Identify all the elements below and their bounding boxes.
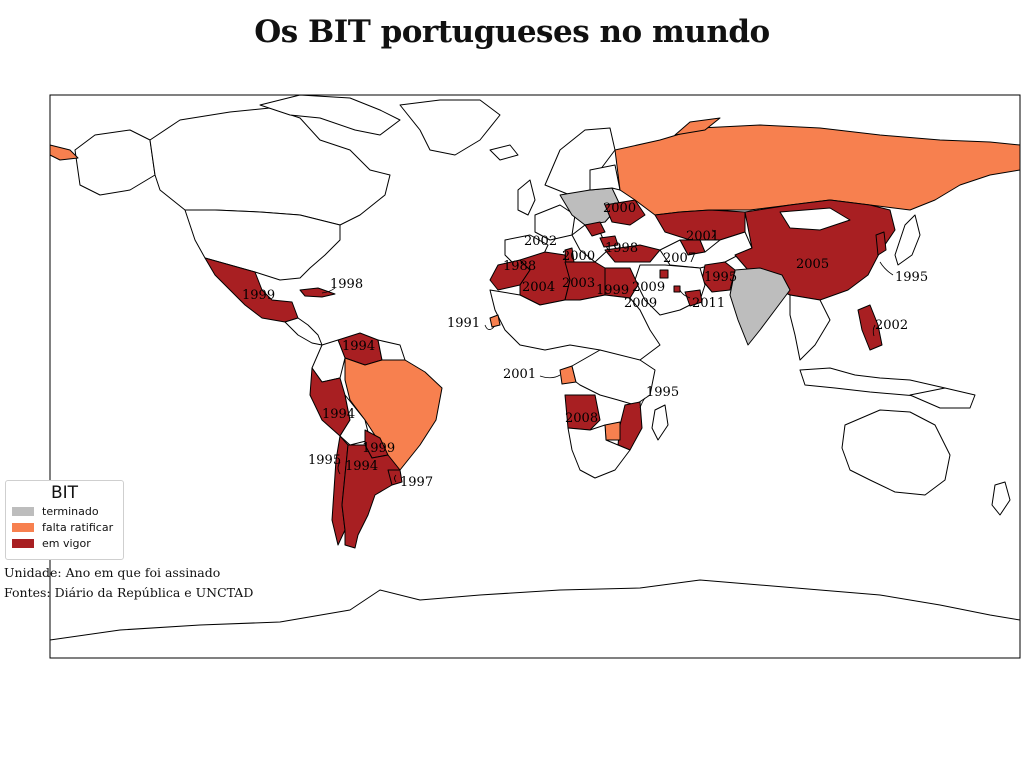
- year-label-tunisia: 2002: [524, 234, 557, 249]
- land-southern-africa: [567, 424, 631, 479]
- legend-label: terminado: [42, 504, 99, 518]
- legend-swatch: [12, 522, 34, 532]
- year-label-gabon: 2001: [503, 367, 536, 382]
- land-new-guinea: [909, 387, 976, 409]
- year-label-turkey: 1998: [605, 241, 638, 256]
- land-iceland: [489, 144, 519, 161]
- year-label-oman: 2011: [692, 296, 725, 311]
- year-label-chile: 1995: [308, 453, 341, 468]
- country-india-term: [729, 267, 791, 346]
- land-guianas: [377, 339, 406, 361]
- year-label-libya: 2003: [562, 276, 595, 291]
- country-russia-arctic: [674, 117, 721, 136]
- country-cape-verde-ratif: [489, 314, 501, 328]
- sources-note: Fontes: Diário da República e UNCTAD: [4, 585, 254, 600]
- country-alaska-ratif: [49, 144, 79, 161]
- land-central-america: [284, 317, 323, 346]
- land-arctic-islands: [259, 94, 401, 136]
- year-label-china: 2005: [796, 257, 829, 272]
- legend-label: falta ratificar: [42, 520, 114, 534]
- land-japan: [894, 214, 921, 266]
- land-antarctica: [49, 579, 1021, 659]
- year-label-qatar: 2009: [624, 296, 657, 311]
- leader-line: [484, 324, 495, 330]
- map-legend: BIT terminado falta ratificar em vigor: [5, 480, 124, 560]
- year-label-paraguay: 1999: [362, 441, 395, 456]
- land-se-asia: [789, 294, 831, 361]
- leader-line: [539, 374, 561, 379]
- legend-label: em vigor: [42, 536, 91, 550]
- year-label-peru: 1994: [322, 407, 355, 422]
- year-label-pakistan: 1995: [704, 270, 737, 285]
- leader-line: [872, 324, 876, 337]
- year-label-cuba: 1998: [330, 277, 363, 292]
- year-label-kazakhstan: 2001: [686, 229, 719, 244]
- year-label-ukraine: 2000: [603, 201, 636, 216]
- leader-line: [337, 461, 341, 475]
- leader-line: [711, 229, 716, 239]
- country-turkey: [604, 244, 661, 263]
- year-label-venezuela: 1994: [342, 339, 375, 354]
- leader-line: [639, 397, 646, 409]
- country-qatar: [673, 285, 681, 293]
- country-oman: [684, 289, 703, 307]
- country-zimbabwe-ratif: [604, 421, 621, 441]
- leader-line: [394, 474, 397, 483]
- country-argentina: [341, 444, 401, 549]
- land-new-zealand: [991, 481, 1011, 516]
- year-label-uruguay: 1997: [400, 475, 433, 490]
- country-cuba: [299, 287, 336, 298]
- country-egypt: [604, 267, 639, 299]
- land-west-africa: [489, 289, 661, 361]
- legend-title: BIT: [50, 483, 79, 503]
- country-ukraine: [604, 199, 646, 226]
- land-uk: [517, 179, 536, 216]
- land-madagascar: [651, 404, 669, 441]
- year-label-angola: 2008: [565, 411, 598, 426]
- country-philippines: [857, 304, 883, 351]
- map-title: Os BIT portugueses no mundo: [254, 14, 770, 50]
- year-label-south-korea: 1995: [895, 270, 928, 285]
- country-croatia: [584, 221, 606, 237]
- year-label-uzbekistan: 2007: [663, 251, 696, 266]
- year-label-mozambique: 1995: [646, 385, 679, 400]
- year-label-mexico: 1999: [242, 288, 275, 303]
- leader-line: [321, 287, 336, 294]
- year-label-kuwait: 2009: [632, 280, 665, 295]
- country-angola: [564, 394, 601, 431]
- leader-line: [879, 261, 894, 276]
- country-bulgaria: [599, 235, 619, 248]
- country-brazil: [344, 357, 443, 471]
- country-south-korea: [875, 231, 887, 256]
- legend-item-em-vigor: em vigor: [12, 535, 123, 551]
- year-label-cape-verde: 1991: [447, 316, 480, 331]
- year-label-algeria: 2004: [522, 280, 555, 295]
- unit-note: Unidade: Ano em que foi assinado: [4, 565, 221, 580]
- land-alaska: [74, 129, 156, 196]
- legend-swatch: [12, 538, 34, 548]
- year-label-egypt: 1999: [596, 283, 629, 298]
- legend-swatch: [12, 506, 34, 516]
- year-label-argentina: 1994: [345, 459, 378, 474]
- year-label-philippines: 2002: [875, 318, 908, 333]
- legend-item-falta-ratificar: falta ratificar: [12, 519, 123, 535]
- land-belarus-baltics: [589, 164, 621, 191]
- land-mongolia: [779, 207, 851, 231]
- land-usa: [184, 209, 341, 281]
- leader-line: [679, 289, 691, 299]
- land-greenland: [399, 99, 501, 156]
- legend-item-terminado: terminado: [12, 503, 123, 519]
- land-australia: [841, 409, 951, 496]
- country-kuwait: [659, 269, 669, 279]
- year-label-morocco: 1988: [503, 259, 536, 274]
- country-uruguay: [387, 469, 403, 486]
- country-mozambique: [617, 401, 643, 451]
- year-label-croatia: 2000: [562, 249, 595, 264]
